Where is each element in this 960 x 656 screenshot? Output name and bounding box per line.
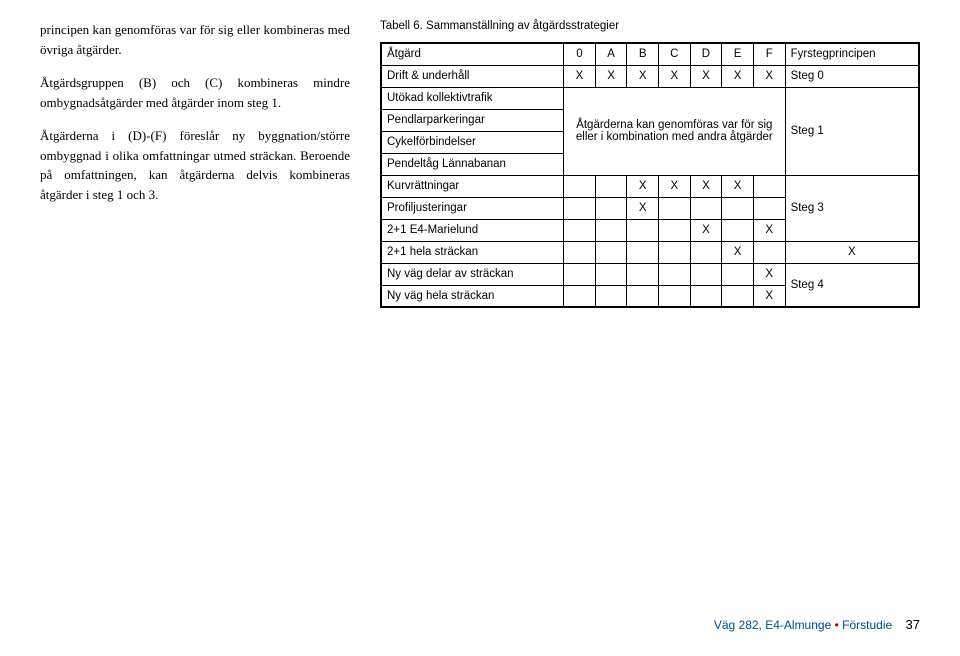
cell: X xyxy=(659,175,691,197)
table-row: Kurvrättningar X X X X Steg 3 xyxy=(381,175,919,197)
cell: X xyxy=(627,197,659,219)
cell: X xyxy=(753,65,785,87)
cell xyxy=(722,263,754,285)
cell xyxy=(595,197,627,219)
cell xyxy=(627,241,659,263)
th-f: F xyxy=(753,43,785,65)
table-row: Utökad kollektivtrafik Åtgärderna kan ge… xyxy=(381,87,919,109)
cell: X xyxy=(722,241,754,263)
cell xyxy=(722,197,754,219)
cell xyxy=(627,219,659,241)
cell xyxy=(690,285,722,307)
cell-label: 2+1 E4-Marielund xyxy=(381,219,564,241)
table-row: Ny väg delar av sträckan X Steg 4 xyxy=(381,263,919,285)
cell: X xyxy=(753,219,785,241)
cell xyxy=(690,263,722,285)
cell xyxy=(595,219,627,241)
cell xyxy=(753,175,785,197)
para-1: principen kan genomföras var för sig ell… xyxy=(40,20,350,59)
cell xyxy=(564,241,596,263)
table-row: Drift & underhåll X X X X X X X Steg 0 xyxy=(381,65,919,87)
cell: X xyxy=(753,285,785,307)
cell: X xyxy=(690,175,722,197)
cell: X xyxy=(627,65,659,87)
cell xyxy=(564,285,596,307)
th-c: C xyxy=(659,43,691,65)
cell xyxy=(627,263,659,285)
cell xyxy=(595,263,627,285)
cell xyxy=(753,197,785,219)
cell xyxy=(659,263,691,285)
cell-label: Profiljusteringar xyxy=(381,197,564,219)
cell xyxy=(595,175,627,197)
cell: X xyxy=(722,175,754,197)
table-row: 2+1 hela sträckan X X xyxy=(381,241,919,263)
cell xyxy=(690,197,722,219)
th-atgard: Åtgärd xyxy=(381,43,564,65)
cell xyxy=(753,241,785,263)
page-number: 37 xyxy=(906,617,920,632)
cell-step: Steg 4 xyxy=(785,263,919,307)
cell-merged-note: Åtgärderna kan genomföras var för sig el… xyxy=(564,87,785,175)
cell: X xyxy=(659,65,691,87)
strategy-table: Åtgärd 0 A B C D E F Fyrstegprincipen Dr… xyxy=(380,42,920,308)
footer-study: Förstudie xyxy=(842,618,892,632)
cell xyxy=(595,285,627,307)
cell xyxy=(690,241,722,263)
cell: X xyxy=(595,65,627,87)
th-step: Fyrstegprincipen xyxy=(785,43,919,65)
cell xyxy=(659,285,691,307)
footer-road: Väg 282, E4-Almunge xyxy=(714,618,831,632)
cell: X xyxy=(690,65,722,87)
cell-label: Cykelförbindelser xyxy=(381,131,564,153)
footer-bullet: • xyxy=(835,618,839,632)
cell xyxy=(659,241,691,263)
cell xyxy=(659,197,691,219)
cell-step: Steg 1 xyxy=(785,87,919,175)
cell xyxy=(722,219,754,241)
cell xyxy=(595,241,627,263)
cell xyxy=(564,219,596,241)
cell: X xyxy=(690,219,722,241)
cell: X xyxy=(722,65,754,87)
para-3: Åtgärderna i (D)-(F) föreslår ny byggnat… xyxy=(40,126,350,204)
cell-step: Steg 0 xyxy=(785,65,919,87)
th-e: E xyxy=(722,43,754,65)
cell xyxy=(564,263,596,285)
cell-label: Utökad kollektivtrafik xyxy=(381,87,564,109)
cell-label: Drift & underhåll xyxy=(381,65,564,87)
cell xyxy=(564,197,596,219)
table-header-row: Åtgärd 0 A B C D E F Fyrstegprincipen xyxy=(381,43,919,65)
cell xyxy=(564,175,596,197)
table-caption: Tabell 6. Sammanställning av åtgärdsstra… xyxy=(380,20,920,32)
cell-label: Kurvrättningar xyxy=(381,175,564,197)
cell-label: Ny väg delar av sträckan xyxy=(381,263,564,285)
cell-label: Ny väg hela sträckan xyxy=(381,285,564,307)
th-a: A xyxy=(595,43,627,65)
cell: X xyxy=(627,175,659,197)
th-b: B xyxy=(627,43,659,65)
page-footer: Väg 282, E4-Almunge • Förstudie 37 xyxy=(714,617,920,632)
para-2: Åtgärdsgruppen (B) och (C) kombineras mi… xyxy=(40,73,350,112)
cell: X xyxy=(785,241,919,263)
cell-label: 2+1 hela sträckan xyxy=(381,241,564,263)
cell: X xyxy=(564,65,596,87)
cell-label: Pendlarparkeringar xyxy=(381,109,564,131)
th-0: 0 xyxy=(564,43,596,65)
cell-step: Steg 3 xyxy=(785,175,919,241)
cell xyxy=(627,285,659,307)
cell xyxy=(659,219,691,241)
cell xyxy=(722,285,754,307)
cell-label: Pendeltåg Lännabanan xyxy=(381,153,564,175)
cell: X xyxy=(753,263,785,285)
th-d: D xyxy=(690,43,722,65)
